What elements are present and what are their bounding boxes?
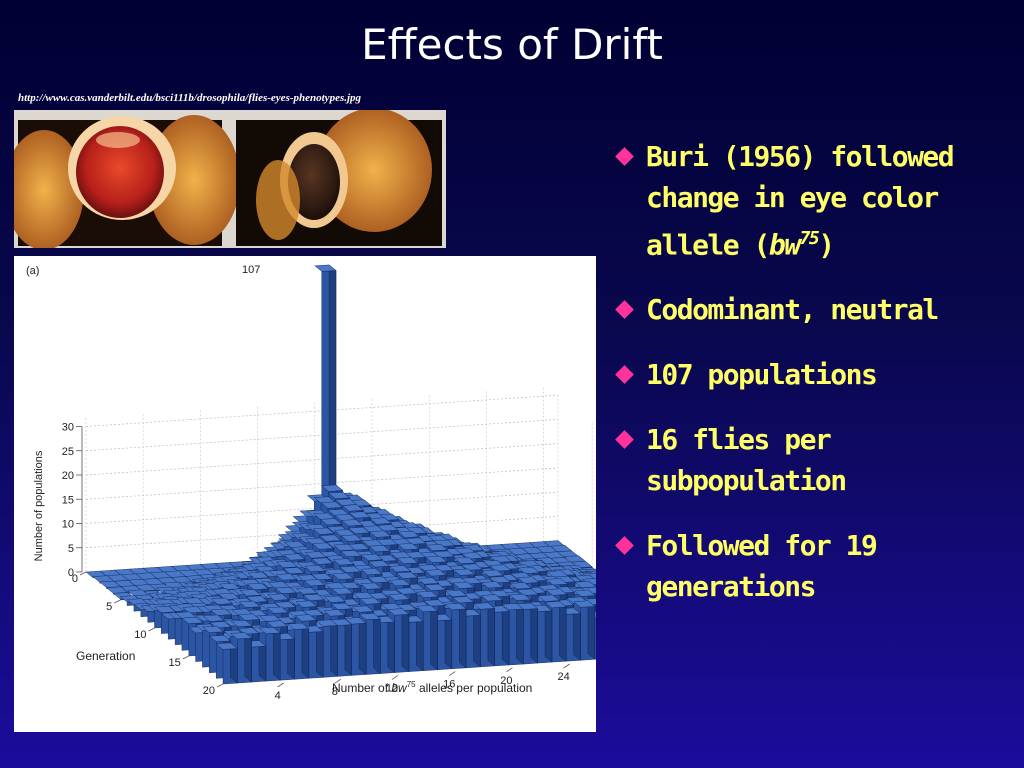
histogram-bar [415,604,439,671]
diamond-bullet-icon [615,147,634,166]
bullet-item-generations: Followed for 19 generations [612,525,1012,607]
diamond-bullet-icon [615,536,634,556]
histogram-bar [444,602,467,670]
generation-tick-label: 5 [106,601,112,613]
generation-tick-label: 10 [134,629,146,641]
z-tick-label: 10 [62,519,74,531]
histogram-bar [458,609,481,669]
peak-label: 107 [242,264,260,276]
histogram-bar [315,619,338,678]
bullet-item-buri: Buri (1956) followed change in eye color… [612,136,1012,265]
bullet-item-populations: 107 populations [612,354,1012,395]
histogram-bar [344,617,367,676]
histogram-bar [358,612,381,675]
z-tick-label: 30 [62,422,74,434]
fly-eye-photos-image [14,110,442,248]
chart-axes: 0510152025300510152048121620242832 [62,422,570,702]
histogram-bar [92,575,115,584]
allele-axis-label: Number of bw75 alleles per population [332,680,532,695]
histogram-bar [501,602,524,666]
z-tick-label: 20 [62,470,74,482]
allele-tick-label: 24 [558,671,570,683]
allele-tick-label: 20 [500,675,512,687]
allele-tick-label: 12 [386,682,398,694]
histogram-bar [573,600,596,661]
histogram-bar [287,622,310,680]
histogram-bar [515,602,539,665]
generation-tick-label: 15 [169,657,181,669]
bullet-item-codominant: Codominant, neutral [612,289,1012,330]
z-axis-label: Number of populations [33,450,45,561]
histogram-bar [544,600,567,663]
allele-tick-label: 16 [443,679,455,691]
chart-bars [85,264,596,685]
generation-tick-label: 0 [72,573,78,585]
diamond-bullet-icon [615,300,634,320]
allele-tick-label: 8 [332,686,338,698]
diamond-bullet-icon [615,365,634,385]
histogram-bar [401,615,424,672]
z-tick-label: 25 [62,446,74,458]
drift-histogram-figure: 0510152025300510152048121620242832 (a) 1… [14,256,596,732]
z-tick-label: 15 [62,494,74,506]
z-tick-label: 0 [68,567,74,579]
diamond-bullet-icon [615,430,634,450]
fly-eye-photos [14,110,446,248]
panel-label: (a) [26,265,39,277]
generation-axis-label: Generation [76,649,135,663]
drift-histogram-svg: 0510152025300510152048121620242832 (a) 1… [26,264,596,702]
source-url: http://www.cas.vanderbilt.edu/bsci111b/d… [18,92,362,104]
histogram-bar [229,632,253,684]
slide-title: Effects of Drift [361,20,663,69]
histogram-bar [258,626,281,682]
generation-tick-label: 20 [203,685,215,697]
bullet-list: Buri (1956) followed change in eye color… [612,136,1012,631]
z-tick-label: 5 [68,543,74,555]
allele-tick-label: 4 [275,690,281,702]
bullet-item-flies: 16 flies per subpopulation [612,419,1012,501]
histogram-bar [387,608,410,673]
histogram-bar [215,642,238,685]
